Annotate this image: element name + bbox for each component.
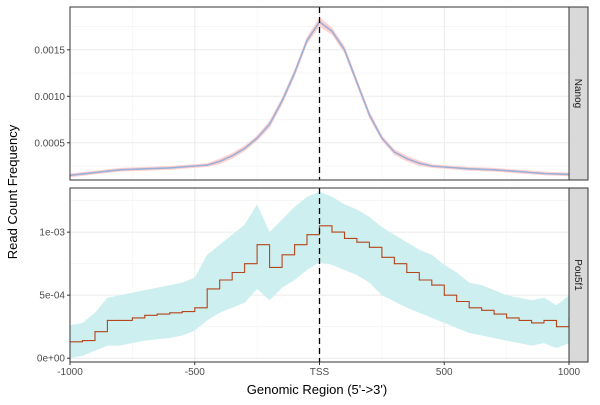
data-point xyxy=(119,169,121,171)
data-point xyxy=(156,313,158,315)
y-tick-label: 5e-04 xyxy=(39,291,65,302)
data-point xyxy=(543,319,545,321)
data-point xyxy=(194,165,196,167)
data-point xyxy=(256,244,258,246)
data-point xyxy=(219,279,221,281)
data-point xyxy=(418,162,420,164)
data-point xyxy=(506,317,508,319)
data-point xyxy=(431,284,433,286)
x-tick-label: TSS xyxy=(310,367,330,378)
data-point xyxy=(81,340,84,342)
data-point xyxy=(356,241,358,243)
x-tick-label: 1000 xyxy=(558,367,581,378)
data-point xyxy=(269,266,271,268)
data-point xyxy=(343,237,346,239)
data-point xyxy=(206,164,208,166)
data-point xyxy=(468,307,470,309)
data-point xyxy=(393,263,395,265)
data-point xyxy=(468,168,470,170)
y-tick-label: 0e+00 xyxy=(37,354,66,365)
x-tick-label: -500 xyxy=(185,367,205,378)
data-point xyxy=(94,331,96,333)
data-point xyxy=(269,123,271,125)
facet-strip xyxy=(568,187,589,363)
panels-layer: 0.0005 0.0010 0.0015 Nanog 0e+00 5e-04 1e-03 Po… xyxy=(34,6,589,365)
data-point xyxy=(406,158,408,160)
y-tick-label: 1e-03 xyxy=(39,228,65,239)
data-point xyxy=(543,172,545,175)
data-point xyxy=(431,165,433,167)
data-point xyxy=(381,256,383,258)
data-point xyxy=(356,81,358,83)
series-line xyxy=(70,225,570,343)
data-point xyxy=(169,312,171,314)
data-point xyxy=(368,246,370,248)
data-point xyxy=(106,319,108,321)
data-point xyxy=(231,271,233,274)
panel-pou5f1: 0e+00 5e-04 1e-03 Pou5f1 xyxy=(37,187,589,365)
data-point xyxy=(281,254,283,256)
data-point xyxy=(94,172,96,174)
facet-strip-label: Nanog xyxy=(572,79,583,108)
y-tick-label: 0.0005 xyxy=(34,138,65,149)
data-point xyxy=(256,137,258,139)
x-tick-label: -1000 xyxy=(57,367,83,378)
x-axis-title: Genomic Region (5'->3') xyxy=(247,382,387,397)
data-point xyxy=(244,263,246,265)
data-point xyxy=(518,319,520,321)
data-point xyxy=(181,311,183,313)
data-point xyxy=(493,169,495,171)
x-axis: -1000 -500 TSS 500 1000 xyxy=(57,362,581,378)
data-point xyxy=(368,114,370,116)
data-point xyxy=(119,319,121,321)
data-point xyxy=(518,171,520,173)
data-point xyxy=(144,168,146,170)
facet-strip-label: Pou5f1 xyxy=(572,259,583,291)
data-point xyxy=(331,231,333,233)
data-point xyxy=(306,234,308,236)
data-point xyxy=(406,271,408,274)
data-point xyxy=(493,313,495,315)
data-point xyxy=(418,279,420,281)
data-point xyxy=(206,288,208,290)
data-point xyxy=(456,300,458,303)
data-point xyxy=(318,225,321,227)
y-axis-title: Read Count Frequency xyxy=(5,124,20,259)
data-point xyxy=(381,137,383,139)
facet-strip xyxy=(568,6,589,181)
data-point xyxy=(144,314,146,316)
data-point xyxy=(194,307,196,309)
data-point xyxy=(443,294,445,296)
data-point xyxy=(555,326,558,328)
data-point xyxy=(281,100,283,102)
data-point xyxy=(244,147,246,149)
data-point xyxy=(443,166,445,168)
data-point xyxy=(131,317,133,319)
data-point xyxy=(306,39,308,42)
confidence-ribbon xyxy=(70,191,569,359)
data-point xyxy=(169,167,171,169)
y-tick-label: 0.0015 xyxy=(34,45,65,56)
data-point xyxy=(219,160,221,162)
data-point xyxy=(343,49,346,51)
data-point xyxy=(393,151,395,153)
data-point xyxy=(481,309,483,311)
data-point xyxy=(231,155,233,157)
data-point xyxy=(294,244,296,246)
data-point xyxy=(294,72,296,74)
y-tick-label: 0.0010 xyxy=(34,92,65,103)
data-point xyxy=(531,322,533,324)
data-point xyxy=(331,30,333,32)
panel-nanog: 0.0005 0.0010 0.0015 Nanog xyxy=(34,6,589,181)
x-tick-label: 500 xyxy=(436,367,453,378)
